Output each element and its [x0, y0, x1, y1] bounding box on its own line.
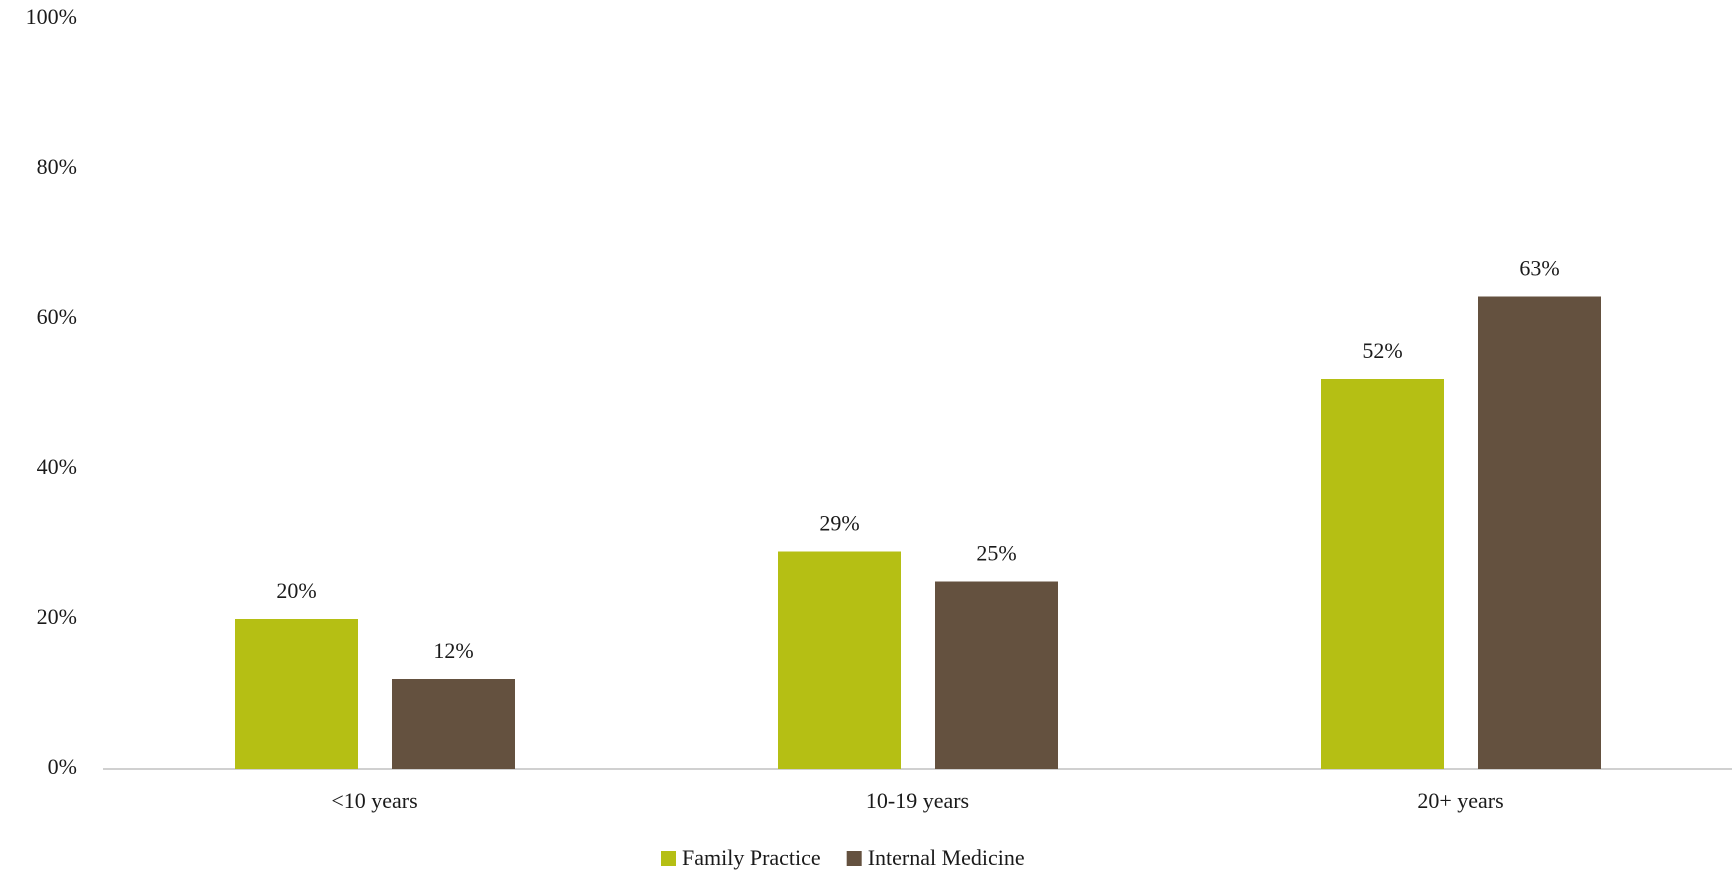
- data-label: 12%: [433, 638, 473, 663]
- data-label: 63%: [1519, 256, 1559, 281]
- data-label: 52%: [1362, 338, 1402, 363]
- legend-swatch: [846, 851, 862, 866]
- y-tick-label: 0%: [48, 754, 77, 779]
- bar: [235, 619, 358, 769]
- legend-label: Family Practice: [682, 845, 821, 870]
- x-tick-label: <10 years: [331, 788, 417, 813]
- x-tick-label: 10-19 years: [866, 788, 969, 813]
- y-tick-label: 80%: [37, 154, 77, 179]
- bar: [1321, 379, 1444, 769]
- y-tick-label: 40%: [37, 454, 77, 479]
- data-label: 25%: [976, 541, 1016, 566]
- bar: [1478, 296, 1601, 769]
- bar: [935, 581, 1058, 769]
- legend-swatch: [661, 851, 676, 866]
- y-tick-label: 20%: [37, 604, 77, 629]
- y-tick-label: 60%: [37, 304, 77, 329]
- x-tick-label: 20+ years: [1417, 788, 1503, 813]
- data-label: 29%: [819, 511, 859, 536]
- data-label: 20%: [276, 578, 316, 603]
- bar: [778, 551, 901, 769]
- bar: [392, 679, 515, 769]
- legend-label: Internal Medicine: [868, 845, 1025, 870]
- y-tick-label: 100%: [26, 4, 77, 29]
